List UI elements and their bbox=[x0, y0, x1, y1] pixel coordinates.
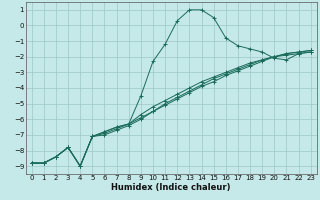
X-axis label: Humidex (Indice chaleur): Humidex (Indice chaleur) bbox=[111, 183, 231, 192]
